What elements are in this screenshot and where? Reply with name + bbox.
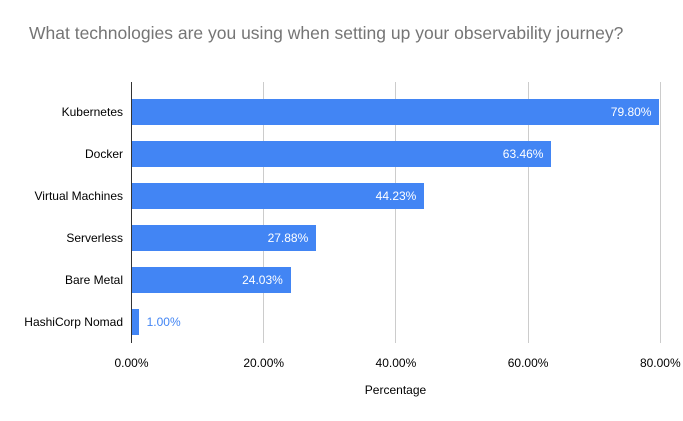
bar-value-label: 1.00% — [146, 314, 181, 329]
zero-axis-line — [131, 82, 132, 343]
bar-value-label: 44.23% — [375, 188, 417, 203]
x-tick-label: 20.00% — [243, 356, 285, 370]
bar-value-label: 79.80% — [610, 104, 652, 119]
bar — [132, 266, 291, 293]
bar — [132, 98, 660, 125]
category-label: Kubernetes — [61, 104, 123, 119]
bar — [132, 308, 139, 335]
gridline — [395, 82, 397, 343]
bar — [132, 182, 425, 209]
x-tick-label: 0.00% — [114, 356, 149, 370]
gridline — [659, 82, 661, 343]
x-tick-label: 40.00% — [375, 356, 417, 370]
gridline — [263, 82, 265, 343]
bar-value-label: 24.03% — [242, 272, 283, 287]
category-label: Serverless — [66, 230, 123, 245]
category-label: HashiCorp Nomad — [24, 314, 123, 329]
gridline — [527, 82, 529, 343]
x-axis-title: Percentage — [364, 383, 427, 397]
bar — [132, 140, 552, 167]
category-label: Bare Metal — [64, 272, 123, 287]
chart-title: What technologies are you using when set… — [29, 23, 624, 43]
x-tick-label: 60.00% — [507, 356, 549, 370]
bar — [132, 224, 317, 251]
bar-value-label: 63.46% — [502, 146, 544, 161]
x-tick-label: 80.00% — [639, 356, 681, 370]
category-label: Docker — [84, 146, 123, 161]
category-label: Virtual Machines — [34, 188, 124, 203]
bar-value-label: 27.88% — [267, 230, 309, 245]
